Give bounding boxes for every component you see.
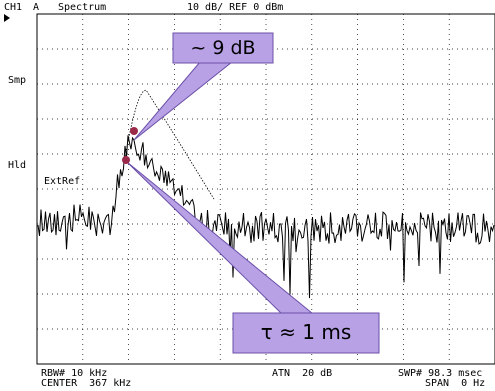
smp-label: Smp [8, 75, 27, 86]
peak-marker [130, 127, 138, 135]
peak-callout-box [172, 32, 274, 64]
header-trace: A [33, 2, 40, 13]
center-label: CENTER 367 kHz [41, 378, 132, 389]
hld-label: Hld [8, 160, 27, 171]
tau-callout-pointer [126, 161, 320, 319]
rbw-label: RBW# 10 kHz [41, 368, 108, 379]
peak-callout-text: ~ 9 dB [190, 37, 256, 59]
ref-marker [122, 156, 130, 164]
atn-label: ATN 20 dB [272, 368, 333, 379]
graticule [36, 13, 495, 365]
signal-trace [37, 135, 495, 299]
tau-callout-text: τ ≈ 1 ms [260, 320, 352, 344]
tau-callout-box [232, 312, 380, 354]
header-scale-ref: 10 dB/ REF 0 dBm [187, 2, 284, 13]
swp-label: SWP# 98.3 msec [398, 368, 483, 379]
extref-label: ExtRef [44, 176, 81, 187]
header-channel: CH1 [4, 2, 23, 13]
peak-callout-pointer [133, 61, 234, 141]
span-label: SPAN 0 Hz [425, 378, 486, 389]
header-mode: Spectrum [58, 2, 107, 13]
ref-level-arrow-icon [4, 14, 10, 22]
